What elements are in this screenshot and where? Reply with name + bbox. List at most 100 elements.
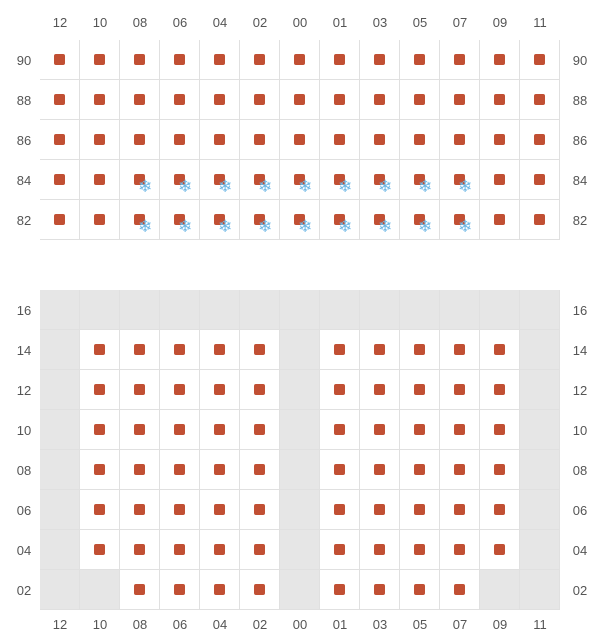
- seat-cell[interactable]: [520, 120, 560, 160]
- seat-cell[interactable]: [200, 490, 240, 530]
- seat-cell[interactable]: [360, 370, 400, 410]
- seat-cell[interactable]: [320, 450, 360, 490]
- seat-cell[interactable]: [360, 120, 400, 160]
- seat-cell[interactable]: [480, 160, 520, 200]
- seat-cell[interactable]: [200, 570, 240, 610]
- seat-cell[interactable]: [120, 450, 160, 490]
- seat-cell[interactable]: [280, 80, 320, 120]
- seat-cell[interactable]: [160, 450, 200, 490]
- seat-cell[interactable]: [40, 200, 80, 240]
- seat-cell[interactable]: [440, 450, 480, 490]
- seat-cell[interactable]: [200, 410, 240, 450]
- seat-cell[interactable]: [160, 330, 200, 370]
- seat-cell[interactable]: [160, 530, 200, 570]
- seat-cell[interactable]: [160, 490, 200, 530]
- seat-cell[interactable]: [240, 530, 280, 570]
- seat-cell[interactable]: [320, 570, 360, 610]
- seat-cell[interactable]: [240, 160, 280, 200]
- seat-cell[interactable]: [80, 160, 120, 200]
- seat-cell[interactable]: [360, 530, 400, 570]
- seat-cell[interactable]: [360, 40, 400, 80]
- seat-cell[interactable]: [440, 530, 480, 570]
- seat-cell[interactable]: [240, 490, 280, 530]
- seat-cell[interactable]: [480, 410, 520, 450]
- seat-cell[interactable]: [240, 120, 280, 160]
- seat-cell[interactable]: [200, 160, 240, 200]
- seat-cell[interactable]: [480, 370, 520, 410]
- seat-cell[interactable]: [400, 530, 440, 570]
- seat-cell[interactable]: [200, 200, 240, 240]
- seat-cell[interactable]: [200, 40, 240, 80]
- seat-cell[interactable]: [360, 330, 400, 370]
- seat-cell[interactable]: [120, 330, 160, 370]
- seat-cell[interactable]: [240, 450, 280, 490]
- seat-cell[interactable]: [440, 410, 480, 450]
- seat-cell[interactable]: [200, 450, 240, 490]
- seat-cell[interactable]: [80, 80, 120, 120]
- seat-cell[interactable]: [200, 530, 240, 570]
- seat-cell[interactable]: [120, 410, 160, 450]
- seat-cell[interactable]: [520, 200, 560, 240]
- seat-cell[interactable]: [160, 370, 200, 410]
- seat-cell[interactable]: [280, 200, 320, 240]
- seat-cell[interactable]: [440, 370, 480, 410]
- seat-cell[interactable]: [440, 80, 480, 120]
- seat-cell[interactable]: [160, 410, 200, 450]
- seat-cell[interactable]: [360, 570, 400, 610]
- seat-cell[interactable]: [440, 120, 480, 160]
- seat-cell[interactable]: [400, 200, 440, 240]
- seat-cell[interactable]: [240, 330, 280, 370]
- seat-cell[interactable]: [400, 570, 440, 610]
- seat-cell[interactable]: [440, 200, 480, 240]
- seat-cell[interactable]: [360, 80, 400, 120]
- seat-cell[interactable]: [320, 80, 360, 120]
- seat-cell[interactable]: [80, 530, 120, 570]
- seat-cell[interactable]: [480, 330, 520, 370]
- seat-cell[interactable]: [400, 160, 440, 200]
- seat-cell[interactable]: [240, 410, 280, 450]
- seat-cell[interactable]: [360, 450, 400, 490]
- seat-cell[interactable]: [120, 120, 160, 160]
- seat-cell[interactable]: [200, 330, 240, 370]
- seat-cell[interactable]: [200, 370, 240, 410]
- seat-cell[interactable]: [320, 410, 360, 450]
- seat-cell[interactable]: [120, 160, 160, 200]
- seat-cell[interactable]: [80, 410, 120, 450]
- seat-cell[interactable]: [480, 530, 520, 570]
- seat-cell[interactable]: [120, 370, 160, 410]
- seat-cell[interactable]: [320, 530, 360, 570]
- seat-cell[interactable]: [360, 160, 400, 200]
- seat-cell[interactable]: [360, 200, 400, 240]
- seat-cell[interactable]: [400, 120, 440, 160]
- seat-cell[interactable]: [320, 490, 360, 530]
- seat-cell[interactable]: [480, 120, 520, 160]
- seat-cell[interactable]: [520, 80, 560, 120]
- seat-cell[interactable]: [440, 330, 480, 370]
- seat-cell[interactable]: [80, 490, 120, 530]
- seat-cell[interactable]: [240, 80, 280, 120]
- seat-cell[interactable]: [80, 330, 120, 370]
- seat-cell[interactable]: [440, 490, 480, 530]
- seat-cell[interactable]: [80, 450, 120, 490]
- seat-cell[interactable]: [200, 80, 240, 120]
- seat-cell[interactable]: [320, 370, 360, 410]
- seat-cell[interactable]: [120, 80, 160, 120]
- seat-cell[interactable]: [520, 40, 560, 80]
- seat-cell[interactable]: [160, 80, 200, 120]
- seat-cell[interactable]: [240, 570, 280, 610]
- seat-cell[interactable]: [320, 200, 360, 240]
- seat-cell[interactable]: [240, 200, 280, 240]
- seat-cell[interactable]: [120, 570, 160, 610]
- seat-cell[interactable]: [320, 40, 360, 80]
- seat-cell[interactable]: [440, 160, 480, 200]
- seat-cell[interactable]: [400, 490, 440, 530]
- seat-cell[interactable]: [160, 120, 200, 160]
- seat-cell[interactable]: [80, 120, 120, 160]
- seat-cell[interactable]: [80, 200, 120, 240]
- seat-cell[interactable]: [120, 490, 160, 530]
- seat-cell[interactable]: [480, 490, 520, 530]
- seat-cell[interactable]: [200, 120, 240, 160]
- seat-cell[interactable]: [40, 80, 80, 120]
- seat-cell[interactable]: [160, 570, 200, 610]
- seat-cell[interactable]: [400, 40, 440, 80]
